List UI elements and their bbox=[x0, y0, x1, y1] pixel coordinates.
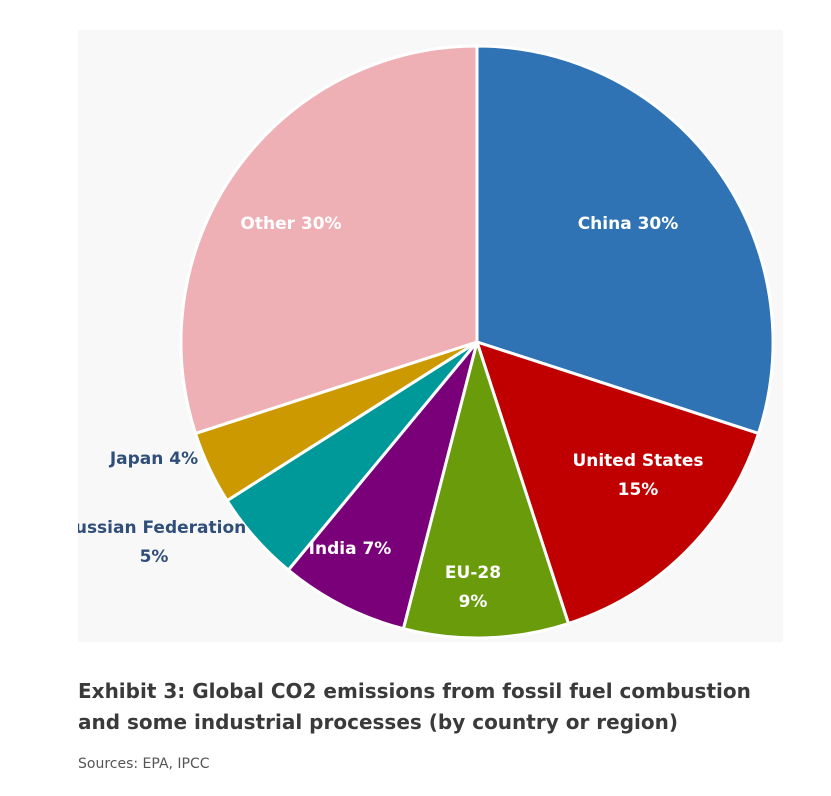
pie-slice-0 bbox=[475, 44, 775, 435]
pie-slice-label-4: Russian Federation 5% bbox=[78, 518, 246, 567]
pie-slice-3 bbox=[286, 340, 479, 631]
figure-sources: Sources: EPA, IPCC bbox=[78, 756, 210, 772]
pie-slice-label-0: China 30% bbox=[578, 214, 679, 234]
pie-slice-label-3: India 7% bbox=[309, 539, 392, 559]
pie-slice-label-2: EU-28 9% bbox=[445, 563, 501, 612]
pie-slice-2 bbox=[401, 340, 570, 640]
pie-slice-label-1: United States 15% bbox=[572, 451, 703, 500]
chart-figure: China 30% United States 15% EU-28 9% India 7%… bbox=[78, 30, 783, 642]
figure-caption: Exhibit 3: Global CO2 emissions from fos… bbox=[78, 679, 751, 734]
pie-slice-6 bbox=[179, 44, 479, 435]
pie-slice-label-5: Japan 4% bbox=[109, 449, 198, 469]
pie-slice-1 bbox=[475, 340, 761, 626]
pie-slice-label-6: Other 30% bbox=[240, 214, 341, 234]
pie-chart: China 30% United States 15% EU-28 9% India 7%… bbox=[78, 44, 775, 640]
